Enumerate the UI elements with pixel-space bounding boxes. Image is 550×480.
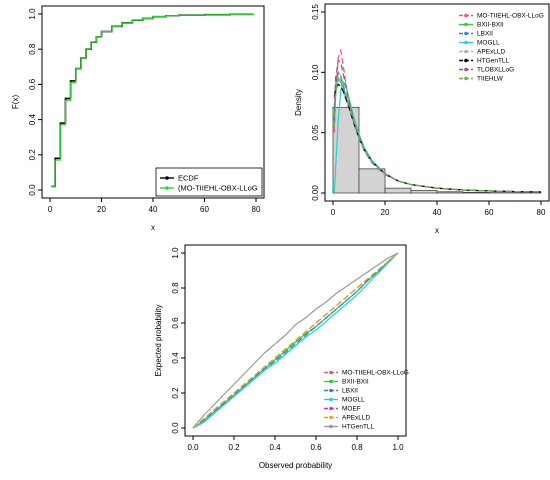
x-tick-label: 0 <box>331 208 336 217</box>
x-tick-label: 60 <box>485 208 494 217</box>
histogram-bar <box>462 191 490 194</box>
y-axis-title: Expected probability <box>154 304 163 376</box>
legend-label: ECDF <box>178 174 199 183</box>
y-tick-label: 1.0 <box>171 247 180 259</box>
x-tick-label: 40 <box>149 205 158 214</box>
y-tick-label: 0.4 <box>28 113 37 125</box>
y-tick-label: 0.6 <box>171 317 180 329</box>
histogram-bar <box>410 190 438 194</box>
series-line-5 <box>333 83 542 193</box>
series-line-3 <box>192 252 399 429</box>
legend-label: (MO-TIIEHL-OBX-LLoG <box>178 184 258 193</box>
series-line-6 <box>192 252 399 429</box>
y-tick-label: 1.0 <box>28 8 37 20</box>
legend-label: MO-TIIEHL-OBX-LLoG <box>342 370 409 377</box>
legend: MO-TIIEHL-OBX-LLoG BXII-BXII LBXII MOGLL APE… <box>459 13 544 83</box>
legend-label: BXII-BXII <box>342 379 369 386</box>
y-tick-label: 0.8 <box>171 282 180 294</box>
legend: ECDF(MO-TIIEHL-OBX-LLoG <box>155 167 263 197</box>
y-tick-label: 0.4 <box>171 352 180 364</box>
legend-label: APExLLD <box>342 415 370 422</box>
x-tick-label: 0.8 <box>351 443 363 452</box>
series-line-1 <box>51 13 255 188</box>
series-line-7 <box>333 73 542 193</box>
x-axis-title: x <box>151 223 155 232</box>
y-tick-label: 0.10 <box>311 64 320 80</box>
x-tick-label: 40 <box>433 208 442 217</box>
legend-label: HTGenTLL <box>477 58 510 65</box>
legend-marker <box>329 415 333 420</box>
legend-marker <box>464 58 468 63</box>
legend-marker <box>329 388 333 393</box>
y-tick-label: 0.0 <box>28 184 37 196</box>
y-tick-label: 0.8 <box>28 43 37 55</box>
legend-marker <box>464 67 468 72</box>
histogram-bar <box>358 168 386 194</box>
panel-pp: 0.0 0.2 0.4 0.6 0.8 1.0 0.0 0.2 0.4 0.6 0.8 1.0 Obse… <box>154 244 409 470</box>
legend-label: APExLLD <box>477 49 505 56</box>
legend-marker <box>464 40 468 45</box>
legend-marker <box>329 370 333 375</box>
legend-label: BXII-BXII <box>477 22 504 29</box>
legend-marker <box>464 22 468 27</box>
x-tick-label: 60 <box>200 205 209 214</box>
histogram-bar <box>384 187 412 194</box>
y-tick-label: 0.15 <box>311 4 320 20</box>
panel-density: 0 20 40 60 80 0.00 0.05 0.10 0.15 x Density MO-TIIE… <box>294 3 550 235</box>
x-axis-title: x <box>435 226 439 235</box>
x-tick-label: 80 <box>252 205 261 214</box>
legend-marker <box>464 13 468 18</box>
x-tick-label: 0.6 <box>310 443 322 452</box>
y-tick-label: 0.00 <box>311 185 320 201</box>
x-tick-label: 20 <box>381 208 390 217</box>
legend-label: HTGenTLL <box>342 424 375 431</box>
legend-marker <box>329 424 333 429</box>
x-axis-title: Observed probability <box>259 461 332 470</box>
legend-marker <box>329 379 333 384</box>
y-axis-title: Density <box>294 89 303 116</box>
legend-label: LBXII <box>342 388 358 395</box>
legend-label: MOEF <box>342 406 361 413</box>
legend: MO-TIIEHL-OBX-LLoG BXII-BXII LBXII MOGLL MOE… <box>324 370 409 431</box>
legend-label: TLOBXLLoG <box>477 67 514 74</box>
panel-ecdf: 0 20 40 60 80 0.0 0.2 0.4 0.6 0.8 1.0 x F(x) ECDF(MO-… <box>11 5 265 232</box>
y-axis-title: F(x) <box>11 95 20 110</box>
series-line-1 <box>192 252 399 429</box>
histogram-bar <box>436 191 464 194</box>
legend-label: LBXII <box>477 31 493 38</box>
x-tick-label: 80 <box>537 208 546 217</box>
legend-label: TIIEHLW <box>477 76 504 83</box>
legend-label: MO-TIIEHL-OBX-LLoG <box>477 13 544 20</box>
x-tick-label: 1.0 <box>392 443 404 452</box>
legend-label: MOGLL <box>477 40 500 47</box>
legend-marker <box>329 397 333 402</box>
legend-marker <box>165 176 169 180</box>
legend-marker <box>464 49 468 54</box>
x-tick-label: 0.4 <box>269 443 281 452</box>
x-tick-label: 20 <box>97 205 106 214</box>
x-tick-label: 0.2 <box>228 443 240 452</box>
y-tick-label: 0.2 <box>171 387 180 399</box>
series-line-0 <box>51 13 255 188</box>
legend-box <box>155 167 263 197</box>
legend-marker <box>329 406 333 411</box>
legend-marker <box>165 186 169 190</box>
legend-label: MOGLL <box>342 397 365 404</box>
y-tick-label: 0.0 <box>171 422 180 434</box>
y-tick-label: 0.2 <box>28 149 37 161</box>
x-tick-label: 0 <box>48 205 53 214</box>
series-line-5 <box>192 252 399 429</box>
y-tick-label: 0.05 <box>311 124 320 140</box>
plot-frame <box>184 244 407 437</box>
legend-marker <box>464 31 468 36</box>
x-tick-label: 0.0 <box>187 443 199 452</box>
y-tick-label: 0.6 <box>28 78 37 90</box>
legend-marker <box>464 76 468 81</box>
